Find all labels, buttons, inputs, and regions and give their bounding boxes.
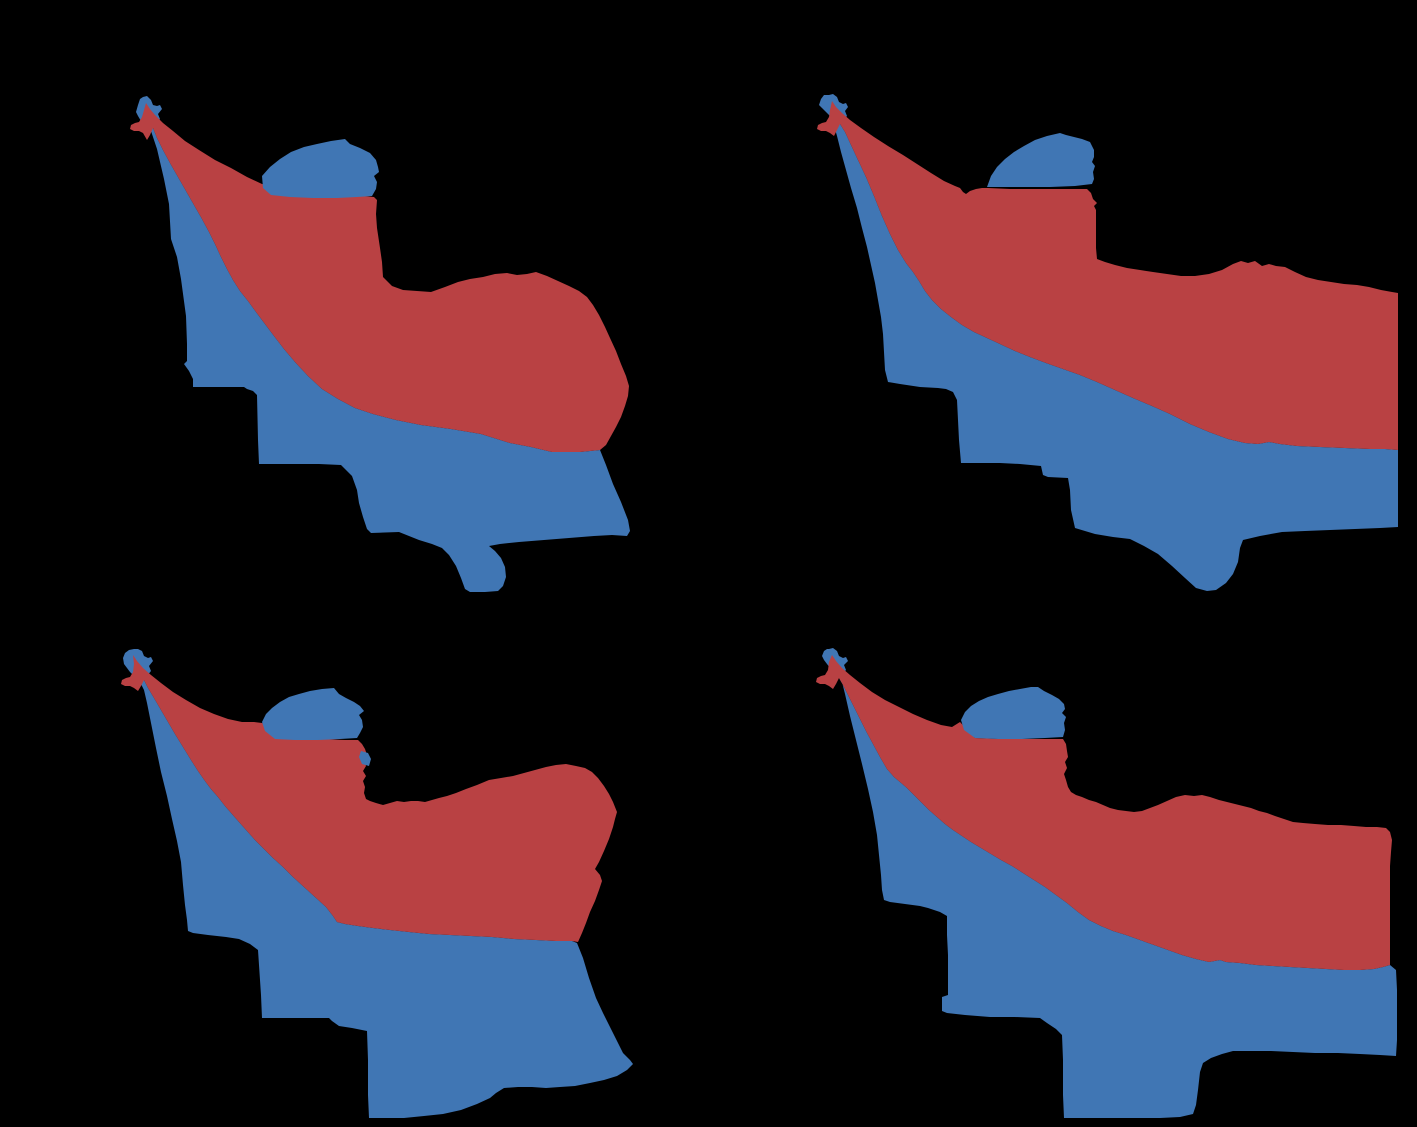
panel-bottom-right-blue-blob (961, 687, 1066, 739)
panel-bottom-left (121, 649, 633, 1118)
panel-top-right-red-band (817, 101, 1398, 450)
panel-top-left-blue-blob (262, 139, 379, 198)
panel-bottom-left-red-band (121, 655, 617, 942)
panel-bottom-right (816, 648, 1397, 1118)
panel-top-right-blue-band (819, 94, 1398, 591)
panel-bottom-left-blue-band (123, 649, 633, 1118)
panel-bottom-right-red-band (816, 655, 1392, 970)
panel-top-right-blue-blob (987, 133, 1095, 187)
panel-top-left-red-band (130, 103, 629, 452)
panel-bottom-left-blue-blob (262, 688, 364, 740)
panel-bottom-left-blue-finger (359, 751, 371, 766)
panel-top-left-blue-band (136, 96, 630, 592)
panel-top-right (817, 94, 1398, 591)
panel-bottom-right-blue-band (822, 648, 1397, 1118)
panel-top-left (130, 96, 630, 592)
